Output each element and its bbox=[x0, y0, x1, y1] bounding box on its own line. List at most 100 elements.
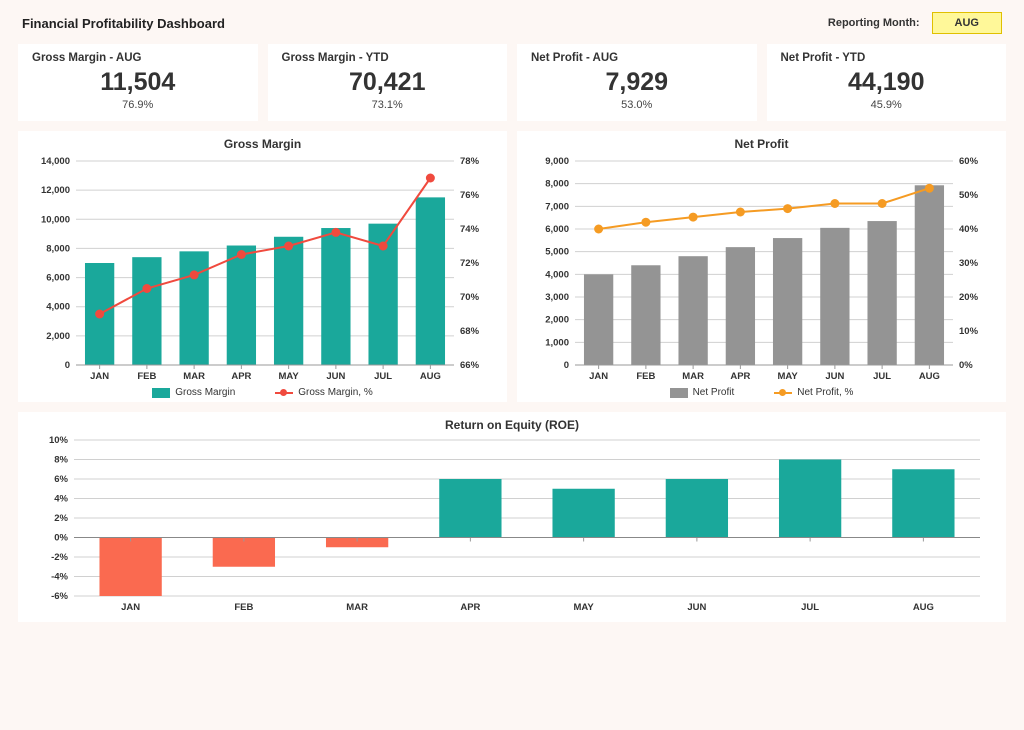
svg-text:JUL: JUL bbox=[873, 371, 891, 382]
chart-title: Net Profit bbox=[527, 137, 996, 151]
svg-text:JUN: JUN bbox=[825, 371, 844, 382]
svg-text:FEB: FEB bbox=[636, 371, 655, 382]
kpi-net-profit-ytd: Net Profit - YTD 44,190 45.9% bbox=[767, 44, 1007, 121]
svg-text:3,000: 3,000 bbox=[545, 292, 569, 303]
svg-text:0: 0 bbox=[65, 360, 70, 371]
svg-text:8,000: 8,000 bbox=[46, 243, 70, 254]
svg-text:JAN: JAN bbox=[589, 371, 608, 382]
svg-text:FEB: FEB bbox=[234, 602, 253, 613]
kpi-value: 11,504 bbox=[32, 68, 244, 97]
gross-margin-legend: Gross Margin Gross Margin, % bbox=[28, 387, 497, 398]
svg-text:14,000: 14,000 bbox=[41, 156, 70, 167]
svg-text:2%: 2% bbox=[54, 513, 68, 524]
net-profit-svg: 0 1,000 2,000 3,000 4,000 5,000 6,000 7,000 8,00… bbox=[527, 155, 995, 385]
reporting-label: Reporting Month: bbox=[828, 17, 920, 29]
legend-label: Net Profit bbox=[693, 387, 735, 398]
kpi-gross-margin-ytd: Gross Margin - YTD 70,421 73.1% bbox=[268, 44, 508, 121]
svg-text:MAR: MAR bbox=[682, 371, 704, 382]
svg-text:6%: 6% bbox=[54, 474, 68, 485]
svg-text:7,000: 7,000 bbox=[545, 201, 569, 212]
svg-text:76%: 76% bbox=[460, 190, 480, 201]
line-swatch-icon bbox=[275, 392, 293, 394]
svg-text:JUN: JUN bbox=[687, 602, 706, 613]
kpi-net-profit-aug: Net Profit - AUG 7,929 53.0% bbox=[517, 44, 757, 121]
legend-label: Net Profit, % bbox=[797, 387, 853, 398]
kpi-pct: 73.1% bbox=[282, 99, 494, 111]
svg-text:AUG: AUG bbox=[420, 371, 441, 382]
svg-text:60%: 60% bbox=[959, 156, 979, 167]
legend-label: Gross Margin bbox=[175, 387, 235, 398]
kpi-value: 7,929 bbox=[531, 68, 743, 97]
svg-text:20%: 20% bbox=[959, 292, 979, 303]
chart-title: Return on Equity (ROE) bbox=[32, 418, 992, 432]
svg-text:10%: 10% bbox=[959, 326, 979, 337]
svg-text:5,000: 5,000 bbox=[545, 247, 569, 258]
legend-bar: Gross Margin bbox=[152, 387, 235, 398]
page-title: Financial Profitability Dashboard bbox=[22, 16, 225, 31]
kpi-row: Gross Margin - AUG 11,504 76.9% Gross Ma… bbox=[18, 44, 1006, 121]
svg-text:2,000: 2,000 bbox=[46, 331, 70, 342]
svg-text:10,000: 10,000 bbox=[41, 214, 70, 225]
svg-text:6,000: 6,000 bbox=[46, 273, 70, 284]
svg-text:JUN: JUN bbox=[326, 371, 345, 382]
svg-text:30%: 30% bbox=[959, 258, 979, 269]
kpi-title: Net Profit - YTD bbox=[781, 52, 993, 64]
svg-text:10%: 10% bbox=[49, 436, 69, 446]
gross-margin-svg: 0 2,000 4,000 6,000 8,000 10,000 12,000 14,000 6… bbox=[28, 155, 496, 385]
svg-text:68%: 68% bbox=[460, 326, 480, 337]
svg-text:JUL: JUL bbox=[801, 602, 819, 613]
legend-line: Gross Margin, % bbox=[275, 387, 372, 398]
bar-swatch-icon bbox=[152, 388, 170, 398]
svg-text:72%: 72% bbox=[460, 258, 480, 269]
svg-text:8,000: 8,000 bbox=[545, 179, 569, 190]
svg-text:0%: 0% bbox=[54, 533, 68, 544]
net-profit-chart: Net Profit 0 1,000 2,000 3,000 4,000 5,000 6,0… bbox=[517, 131, 1006, 402]
svg-text:MAY: MAY bbox=[279, 371, 300, 382]
kpi-pct: 53.0% bbox=[531, 99, 743, 111]
svg-text:2,000: 2,000 bbox=[545, 315, 569, 326]
svg-text:8%: 8% bbox=[54, 455, 68, 466]
kpi-value: 44,190 bbox=[781, 68, 993, 97]
gross-margin-chart: Gross Margin 0 2,000 4,000 6,000 8,000 10,000… bbox=[18, 131, 507, 402]
line-swatch-icon bbox=[774, 392, 792, 394]
svg-text:APR: APR bbox=[460, 602, 480, 613]
roe-chart: Return on Equity (ROE) -6% -4% -2% 0% 2% 4% 6%… bbox=[18, 412, 1006, 622]
svg-text:6,000: 6,000 bbox=[545, 224, 569, 235]
kpi-gross-margin-aug: Gross Margin - AUG 11,504 76.9% bbox=[18, 44, 258, 121]
svg-text:0: 0 bbox=[564, 360, 569, 371]
svg-text:4,000: 4,000 bbox=[545, 269, 569, 280]
kpi-title: Gross Margin - AUG bbox=[32, 52, 244, 64]
svg-text:0%: 0% bbox=[959, 360, 973, 371]
svg-text:1,000: 1,000 bbox=[545, 337, 569, 348]
svg-text:AUG: AUG bbox=[913, 602, 934, 613]
svg-text:-6%: -6% bbox=[51, 591, 68, 602]
svg-text:4%: 4% bbox=[54, 494, 68, 505]
legend-label: Gross Margin, % bbox=[298, 387, 372, 398]
net-profit-legend: Net Profit Net Profit, % bbox=[527, 387, 996, 398]
svg-text:9,000: 9,000 bbox=[545, 156, 569, 167]
svg-text:50%: 50% bbox=[959, 190, 979, 201]
chart-title: Gross Margin bbox=[28, 137, 497, 151]
svg-text:-4%: -4% bbox=[51, 572, 68, 583]
header: Financial Profitability Dashboard Report… bbox=[18, 12, 1006, 34]
svg-text:JUL: JUL bbox=[374, 371, 392, 382]
svg-text:APR: APR bbox=[231, 371, 251, 382]
svg-text:MAR: MAR bbox=[183, 371, 205, 382]
svg-text:4,000: 4,000 bbox=[46, 302, 70, 313]
svg-text:APR: APR bbox=[730, 371, 750, 382]
svg-text:78%: 78% bbox=[460, 156, 480, 167]
svg-text:12,000: 12,000 bbox=[41, 185, 70, 196]
svg-text:MAY: MAY bbox=[574, 602, 595, 613]
svg-text:66%: 66% bbox=[460, 360, 480, 371]
svg-text:MAR: MAR bbox=[346, 602, 368, 613]
kpi-pct: 45.9% bbox=[781, 99, 993, 111]
kpi-title: Gross Margin - YTD bbox=[282, 52, 494, 64]
kpi-pct: 76.9% bbox=[32, 99, 244, 111]
legend-bar: Net Profit bbox=[670, 387, 735, 398]
svg-text:AUG: AUG bbox=[919, 371, 940, 382]
svg-text:MAY: MAY bbox=[778, 371, 799, 382]
reporting-month-group: Reporting Month: AUG bbox=[828, 12, 1002, 34]
reporting-month-select[interactable]: AUG bbox=[932, 12, 1002, 34]
svg-text:-2%: -2% bbox=[51, 552, 68, 563]
svg-text:74%: 74% bbox=[460, 224, 480, 235]
